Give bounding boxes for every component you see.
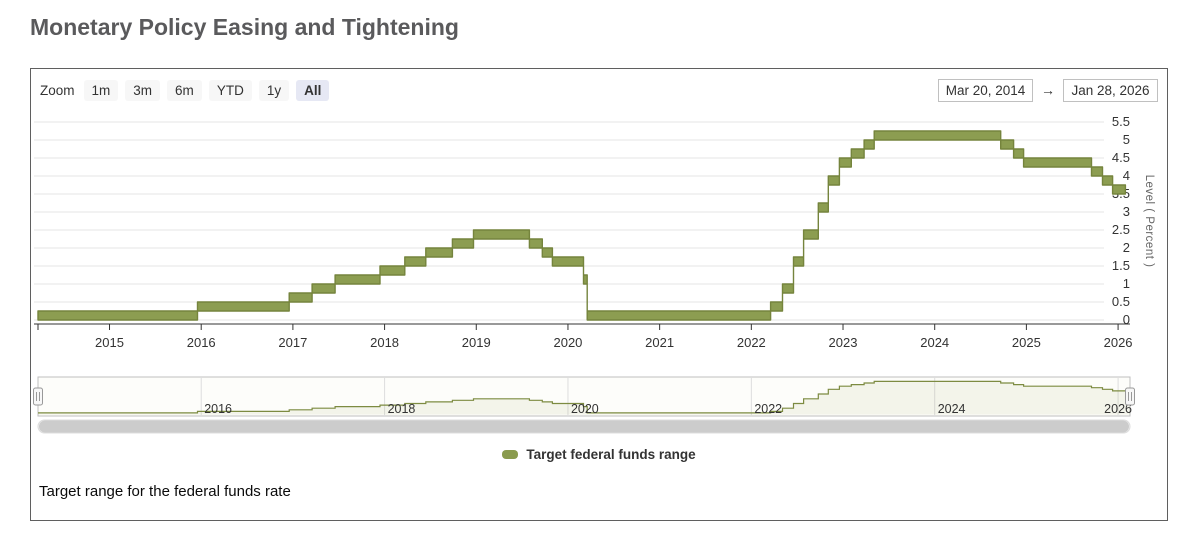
y-axis-tick-label: 3	[1123, 204, 1130, 219]
navigator-tick-label: 2018	[388, 402, 416, 416]
x-axis-tick-label: 2015	[95, 335, 124, 350]
navigator-handle-left[interactable]	[33, 387, 43, 406]
navigator-track[interactable]	[37, 376, 1131, 417]
x-axis-tick-label: 2017	[278, 335, 307, 350]
y-axis-tick-label: 2.5	[1112, 222, 1130, 237]
y-axis-tick-label: 4	[1123, 168, 1130, 183]
navigator-series-line	[38, 380, 1130, 414]
range-button-3m[interactable]: 3m	[125, 79, 161, 101]
y-axis-tick-label: 0	[1123, 312, 1130, 327]
x-axis-tick-label: 2018	[370, 335, 399, 350]
range-button-1m[interactable]: 1m	[83, 79, 119, 101]
x-axis-tick-label: 2025	[1012, 335, 1041, 350]
chart-caption: Target range for the federal funds rate	[39, 483, 291, 500]
legend-label[interactable]: Target federal funds range	[526, 447, 696, 462]
y-axis-title: Level ( Percent )	[1143, 175, 1155, 268]
scrollbar-thumb[interactable]	[39, 420, 1129, 433]
x-axis-tick-label: 2019	[462, 335, 491, 350]
range-button-ytd[interactable]: YTD	[208, 79, 252, 101]
navigator-tick-label: 2022	[754, 402, 782, 416]
legend: Target federal funds range	[31, 447, 1167, 462]
y-axis-tick-label: 1	[1123, 276, 1130, 291]
zoom-button-group: Zoom 1m 3m 6m YTD 1y All	[40, 79, 330, 101]
navigator-handle-right[interactable]	[1125, 387, 1135, 406]
y-axis-tick-label: 4.5	[1112, 150, 1130, 165]
x-axis-tick-label: 2026	[1104, 335, 1133, 350]
y-axis-tick-label: 0.5	[1112, 294, 1130, 309]
y-axis-tick-label: 5.5	[1112, 114, 1130, 129]
x-axis-tick-label: 2020	[553, 335, 582, 350]
navigator-area	[38, 381, 1130, 415]
navigator-tick-label: 2020	[571, 402, 599, 416]
navigator-tick-label: 2024	[938, 402, 966, 416]
y-axis-tick-label: 5	[1123, 132, 1130, 147]
x-axis-tick-label: 2021	[645, 335, 674, 350]
chart-toolbar: Zoom 1m 3m 6m YTD 1y All →	[40, 78, 1158, 102]
target-range-band[interactable]	[37, 130, 1127, 321]
y-axis-tick-label: 1.5	[1112, 258, 1130, 273]
range-button-6m[interactable]: 6m	[167, 79, 202, 101]
range-end-input[interactable]	[1063, 78, 1158, 102]
navigator-tick-label: 2016	[204, 402, 232, 416]
range-start-input[interactable]	[938, 78, 1033, 102]
range-arrow-icon: →	[1041, 82, 1055, 98]
navigator-tick-label: 2026	[1104, 402, 1132, 416]
x-axis-tick-label: 2024	[920, 335, 949, 350]
date-range-group: →	[938, 78, 1158, 102]
x-axis-tick-label: 2016	[187, 335, 216, 350]
legend-marker	[502, 450, 519, 459]
page-title: Monetary Policy Easing and Tightening	[30, 14, 459, 40]
range-button-all[interactable]: All	[296, 79, 330, 101]
x-axis-tick-label: 2023	[829, 335, 858, 350]
y-axis-tick-label: 2	[1123, 240, 1130, 255]
zoom-group-label: Zoom	[40, 82, 75, 98]
x-axis-tick-label: 2022	[737, 335, 766, 350]
range-button-1y[interactable]: 1y	[258, 79, 290, 101]
navigator[interactable]: 2016 2018 2020 2022 2024 2026	[32, 374, 1167, 436]
